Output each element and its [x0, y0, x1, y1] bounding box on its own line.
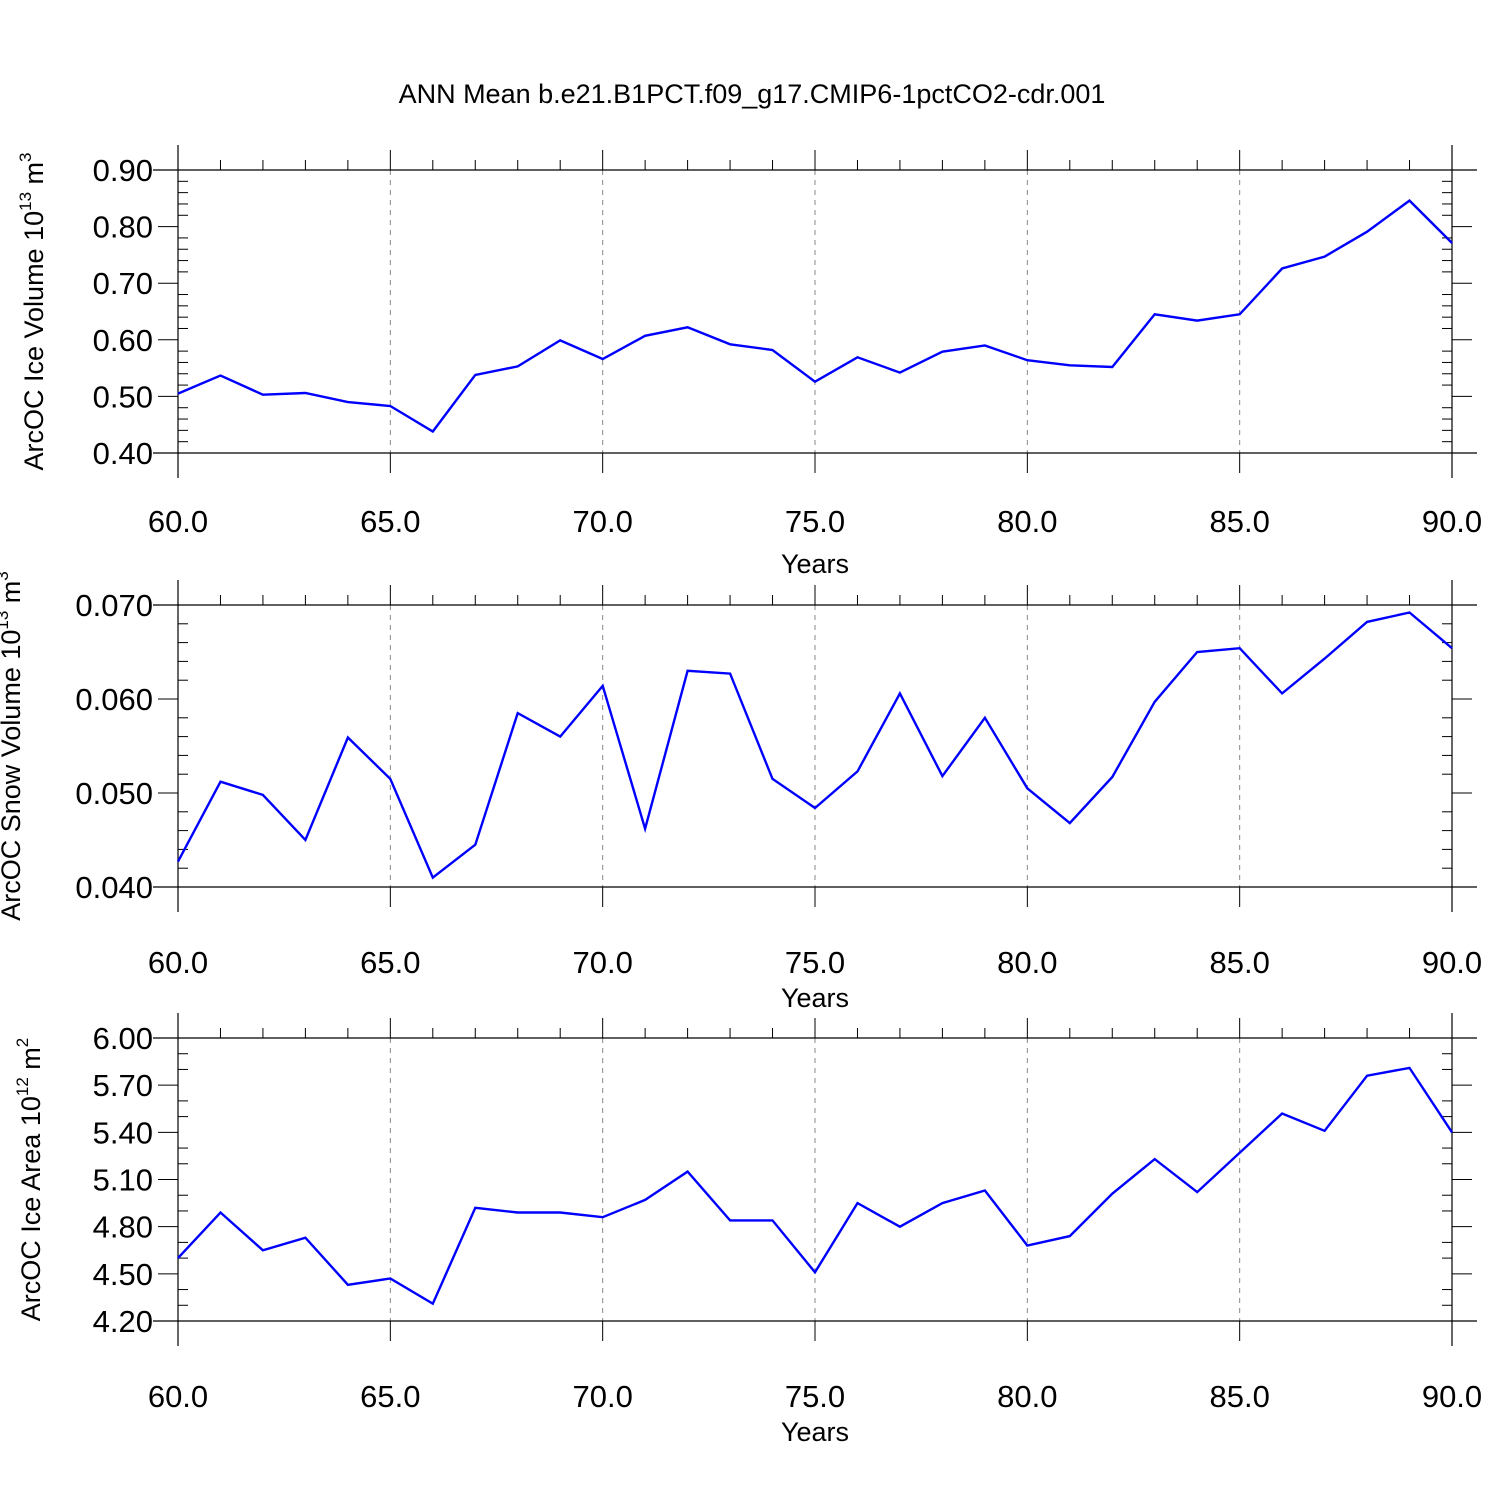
ice-area-x-tick-label: 80.0 — [997, 1379, 1057, 1414]
ice-volume-y-tick-label: 0.60 — [93, 323, 153, 358]
ice-volume-x-tick-label: 60.0 — [148, 504, 208, 539]
ice-area-x-tick-label: 70.0 — [572, 1379, 632, 1414]
snow-volume-y-tick-label: 0.040 — [75, 870, 153, 905]
ice-volume-y-tick-label: 0.50 — [93, 379, 153, 414]
ice-volume-x-tick-label: 85.0 — [1209, 504, 1269, 539]
snow-volume-series-line — [176, 611, 1453, 880]
ice-area-x-tick-label: 75.0 — [785, 1379, 845, 1414]
ice-volume-series-line — [177, 199, 1453, 434]
panel-snow-volume: 0.040 0.050 0.060 0.070 60.0 65.0 70.0 75.0 80.0… — [0, 571, 1482, 1013]
ice-area-x-axis-label: Years — [781, 1417, 849, 1447]
ice-volume-y-tick-label: 0.40 — [93, 436, 153, 471]
ice-area-y-tick-label: 5.10 — [93, 1163, 153, 1198]
ice-volume-y-axis-label: ArcOC Ice Volume 1013 m3 — [16, 152, 49, 470]
ice-area-y-tick-label: 4.20 — [93, 1304, 153, 1339]
panel-ice-area: 4.20 4.50 4.80 5.10 5.40 5.70 6.00 60.0 65.0 70.0… — [13, 1013, 1482, 1447]
ice-area-x-tick-label: 60.0 — [148, 1379, 208, 1414]
ice-area-x-tick-label: 85.0 — [1209, 1379, 1269, 1414]
snow-volume-x-axis-label: Years — [781, 983, 849, 1013]
ice-volume-x-tick-label: 75.0 — [785, 504, 845, 539]
snow-volume-y-axis-label: ArcOC Snow Volume 1013 m3 — [0, 571, 26, 921]
snow-volume-x-tick-label: 75.0 — [785, 945, 845, 980]
ice-volume-y-tick-label: 0.70 — [93, 266, 153, 301]
ice-area-y-tick-label: 5.40 — [93, 1115, 153, 1150]
snow-volume-x-tick-label: 70.0 — [572, 945, 632, 980]
panel-ice-volume: 0.40 0.50 0.60 0.70 0.80 0.90 60.0 65.0 70.0 75.0… — [16, 145, 1482, 579]
snow-volume-x-tick-label: 80.0 — [997, 945, 1057, 980]
snow-volume-y-tick-label: 0.060 — [75, 682, 153, 717]
snow-volume-y-tick-label: 0.070 — [75, 588, 153, 623]
ice-area-y-axis-label: ArcOC Ice Area 1012 m2 — [13, 1038, 46, 1322]
ice-volume-x-tick-label: 80.0 — [997, 504, 1057, 539]
ice-area-y-tick-label: 4.50 — [93, 1257, 153, 1292]
ice-area-x-tick-label: 65.0 — [360, 1379, 420, 1414]
snow-volume-x-tick-label: 60.0 — [148, 945, 208, 980]
ice-volume-y-tick-label: 0.90 — [93, 153, 153, 188]
ice-volume-x-axis-label: Years — [781, 549, 849, 579]
snow-volume-y-tick-label: 0.050 — [75, 776, 153, 811]
ice-area-y-tick-label: 4.80 — [93, 1210, 153, 1245]
chart-title: ANN Mean b.e21.B1PCT.f09_g17.CMIP6-1pctC… — [399, 79, 1106, 109]
ice-volume-x-tick-label: 70.0 — [572, 504, 632, 539]
snow-volume-x-tick-label: 90.0 — [1422, 945, 1482, 980]
ice-area-y-tick-label: 5.70 — [93, 1068, 153, 1103]
snow-volume-x-tick-label: 65.0 — [360, 945, 420, 980]
ice-volume-y-tick-label: 0.80 — [93, 210, 153, 245]
ice-volume-x-tick-label: 65.0 — [360, 504, 420, 539]
ice-area-series-line — [177, 1066, 1454, 1306]
ice-area-y-tick-label: 6.00 — [93, 1021, 153, 1056]
ice-volume-x-tick-label: 90.0 — [1422, 504, 1482, 539]
snow-volume-x-tick-label: 85.0 — [1209, 945, 1269, 980]
ice-area-x-tick-label: 90.0 — [1422, 1379, 1482, 1414]
